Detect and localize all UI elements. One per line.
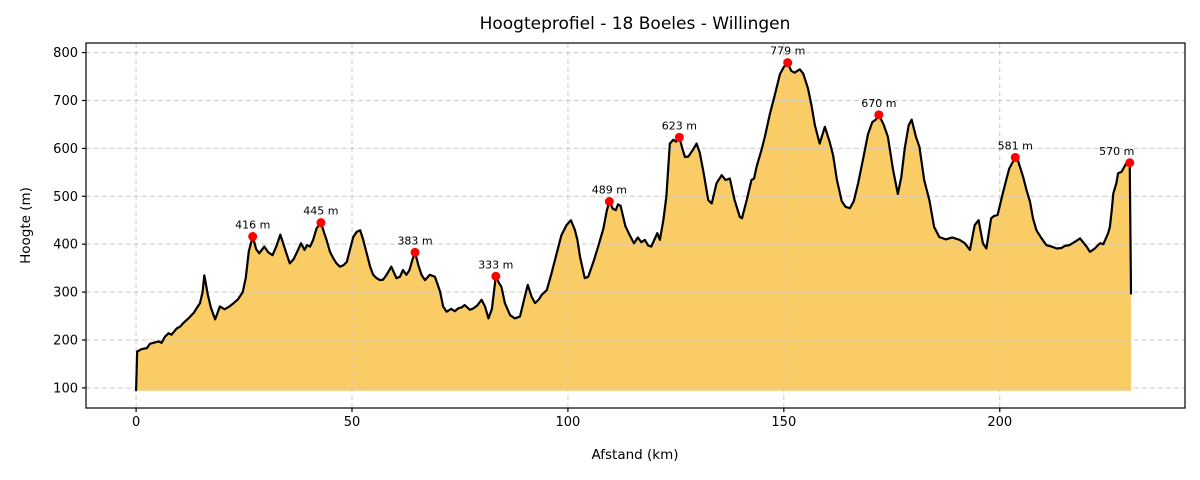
- y-tick-label: 400: [53, 238, 78, 253]
- peak-marker-label: 670 m: [861, 97, 896, 110]
- y-tick-label: 700: [53, 94, 78, 109]
- axis-ticks: 0 50 100 150 200 100 200 300 400 500 600 700 800: [53, 46, 1012, 430]
- x-tick-label: 200: [987, 415, 1012, 430]
- peak-marker-label: 623 m: [662, 119, 697, 132]
- x-tick-label: 150: [771, 415, 796, 430]
- y-tick-label: 800: [53, 46, 78, 61]
- peak-marker-label: 489 m: [592, 184, 627, 197]
- x-tick-label: 0: [132, 415, 140, 430]
- peak-marker-label: 581 m: [998, 139, 1033, 152]
- y-axis-label: Hoogte (m): [18, 187, 34, 264]
- elevation-profile-line: [134, 61, 1133, 392]
- peak-marker-dot: [874, 110, 884, 120]
- peak-marker-dot: [674, 132, 684, 142]
- axes-frame: [85, 42, 1186, 409]
- peak-marker-dot: [783, 58, 793, 68]
- y-tick-label: 100: [53, 381, 78, 396]
- y-tick-label: 300: [53, 286, 78, 301]
- elevation-area-fill: [136, 62, 1132, 391]
- peak-marker-label: 416 m: [235, 219, 270, 232]
- peak-marker-dot: [248, 232, 258, 242]
- peak-marker-label: 570 m: [1099, 145, 1134, 158]
- peak-marker-dot: [316, 218, 326, 228]
- peak-marker-label: 779 m: [770, 45, 805, 58]
- chart-title: Hoogteprofiel - 18 Boeles - Willingen: [480, 14, 791, 34]
- y-tick-label: 600: [53, 142, 78, 157]
- x-tick-label: 100: [556, 415, 581, 430]
- y-tick-label: 200: [53, 333, 78, 348]
- x-tick-label: 50: [344, 415, 361, 430]
- peak-marker-dot: [410, 247, 420, 257]
- x-axis-label: Afstand (km): [591, 447, 678, 463]
- peak-marker-dot: [1010, 152, 1020, 162]
- peak-marker-label: 383 m: [397, 234, 432, 247]
- peak-marker-dot: [1125, 158, 1135, 168]
- peak-marker-label: 333 m: [478, 258, 513, 271]
- peak-marker-dot: [491, 271, 501, 281]
- peak-marker-dot: [604, 197, 614, 207]
- peak-markers: 416 m 445 m 383 m 333 m 489 m 623 m 779 m 670 m…: [235, 45, 1134, 281]
- y-tick-label: 500: [53, 190, 78, 205]
- peak-marker-label: 445 m: [303, 205, 338, 218]
